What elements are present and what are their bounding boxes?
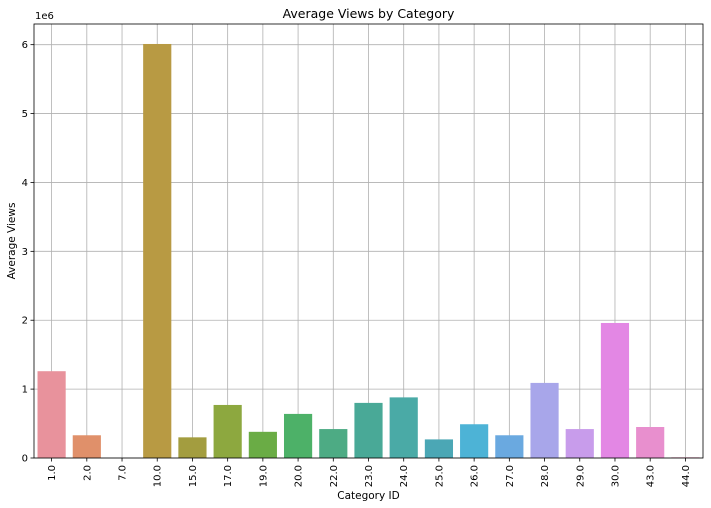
x-tick-label: 43.0 <box>646 465 657 487</box>
x-tick-label: 10.0 <box>153 465 164 487</box>
bar <box>283 413 313 458</box>
y-tick-label: 2 <box>22 316 28 327</box>
y-axis-title: Average Views <box>6 203 18 280</box>
bar <box>143 43 172 458</box>
x-tick-label: 27.0 <box>505 465 516 487</box>
bar <box>495 435 524 458</box>
y-tick-label: 5 <box>22 109 28 120</box>
bars <box>37 43 700 458</box>
y-tick-label: 0 <box>22 454 28 465</box>
x-tick-label: 19.0 <box>258 465 269 487</box>
bar <box>319 429 348 458</box>
y-tick-label: 3 <box>22 247 28 258</box>
y-tick-label: 6 <box>22 40 28 51</box>
x-tick-label: 20.0 <box>294 465 305 487</box>
x-axis-title: Category ID <box>337 490 399 502</box>
x-tick-label: 2.0 <box>82 465 93 481</box>
x-tick-label: 44.0 <box>681 465 692 487</box>
x-tick-label: 26.0 <box>470 465 481 487</box>
x-tick-label: 15.0 <box>188 465 199 487</box>
x-tick-label: 7.0 <box>118 465 129 481</box>
y-offset-label: 1e6 <box>35 11 54 22</box>
x-tick-label: 28.0 <box>540 465 551 487</box>
bar <box>178 437 207 458</box>
x-tick-label: 23.0 <box>364 465 375 487</box>
bar <box>530 382 559 458</box>
bar <box>354 402 383 458</box>
x-tick-label: 24.0 <box>399 465 410 487</box>
bar <box>389 397 418 458</box>
bar <box>37 371 66 458</box>
bar <box>213 404 242 458</box>
x-tick-label: 30.0 <box>610 465 621 487</box>
chart-title: Average Views by Category <box>283 6 455 21</box>
bar <box>636 427 665 458</box>
bar <box>565 429 594 458</box>
bar <box>72 435 101 458</box>
y-tick-label: 4 <box>22 178 28 189</box>
bar <box>248 431 277 458</box>
y-tick-label: 1 <box>22 385 28 396</box>
x-tick-label: 25.0 <box>434 465 445 487</box>
bar <box>424 439 454 458</box>
x-tick-label: 1.0 <box>47 465 58 481</box>
bar <box>600 322 630 458</box>
bar <box>460 424 489 458</box>
x-tick-label: 22.0 <box>329 465 340 487</box>
x-tick-label: 17.0 <box>223 465 234 487</box>
x-axis: 1.0 2.0 7.0 10.0 15.0 17.0 19.0 20.0 22.0 23.0 24.… <box>47 458 692 487</box>
y-axis: 0 1 2 3 4 5 6 <box>22 40 34 465</box>
x-tick-label: 29.0 <box>575 465 586 487</box>
